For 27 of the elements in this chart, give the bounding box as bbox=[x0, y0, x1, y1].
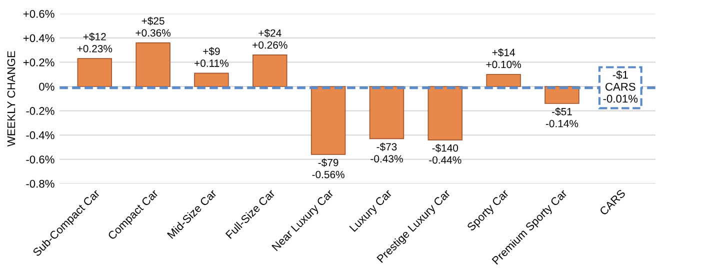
data-label: +$9 +0.11% bbox=[194, 47, 229, 67]
data-label: -$1 CARS -0.01% bbox=[603, 70, 638, 103]
bar bbox=[310, 86, 346, 155]
data-label: -$140 -0.44% bbox=[429, 144, 462, 164]
bar bbox=[486, 74, 521, 87]
bar bbox=[369, 86, 404, 140]
data-label: +$25 +0.36% bbox=[136, 16, 170, 37]
y-tick-label: -0.8% bbox=[26, 180, 54, 188]
y-tick-label: -0.2% bbox=[26, 107, 54, 115]
y-tick-label: +0.4% bbox=[23, 34, 54, 42]
data-label: -$51 -0.14% bbox=[546, 108, 578, 128]
y-tick-label: +0.2% bbox=[23, 58, 54, 66]
data-label: -$79 -0.56% bbox=[312, 158, 344, 178]
y-tick-label: +0.6% bbox=[23, 10, 54, 18]
y-tick-label: -0.4% bbox=[26, 131, 54, 140]
data-label: -$73 -0.43% bbox=[370, 142, 403, 162]
y-tick-label: 0% bbox=[39, 82, 54, 91]
data-label: +$14 +0.10% bbox=[486, 48, 521, 68]
y-axis-title: WEEKLY CHANGE bbox=[7, 51, 16, 147]
bar bbox=[136, 42, 170, 87]
data-label: +$24 +0.26% bbox=[252, 28, 288, 49]
bar bbox=[252, 54, 288, 87]
bar bbox=[194, 72, 229, 87]
bar bbox=[428, 86, 462, 140]
data-label: +$12 +0.23% bbox=[77, 32, 112, 52]
y-tick-label: -0.6% bbox=[26, 156, 54, 164]
bar bbox=[77, 58, 112, 87]
